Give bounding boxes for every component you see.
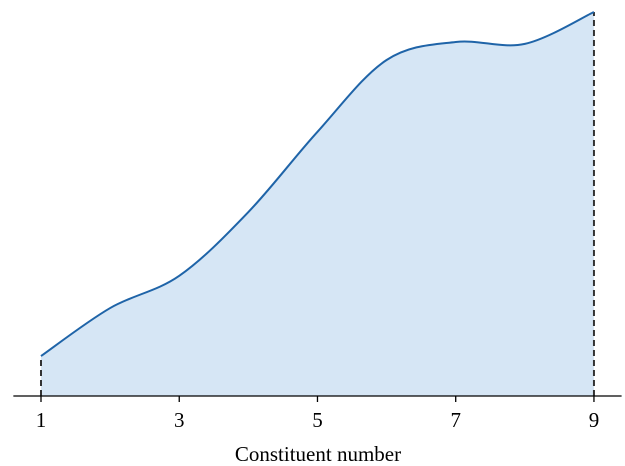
line: [40, 11, 595, 357]
area: [40, 12, 594, 396]
x-tick-label: 9: [589, 408, 600, 432]
x-tick-label: 5: [312, 408, 323, 432]
x-axis-label: Constituent number: [235, 442, 401, 466]
x-tick-label: 7: [450, 408, 461, 432]
x-tick-label: 1: [36, 408, 47, 432]
x-tick-label: 3: [174, 408, 185, 432]
